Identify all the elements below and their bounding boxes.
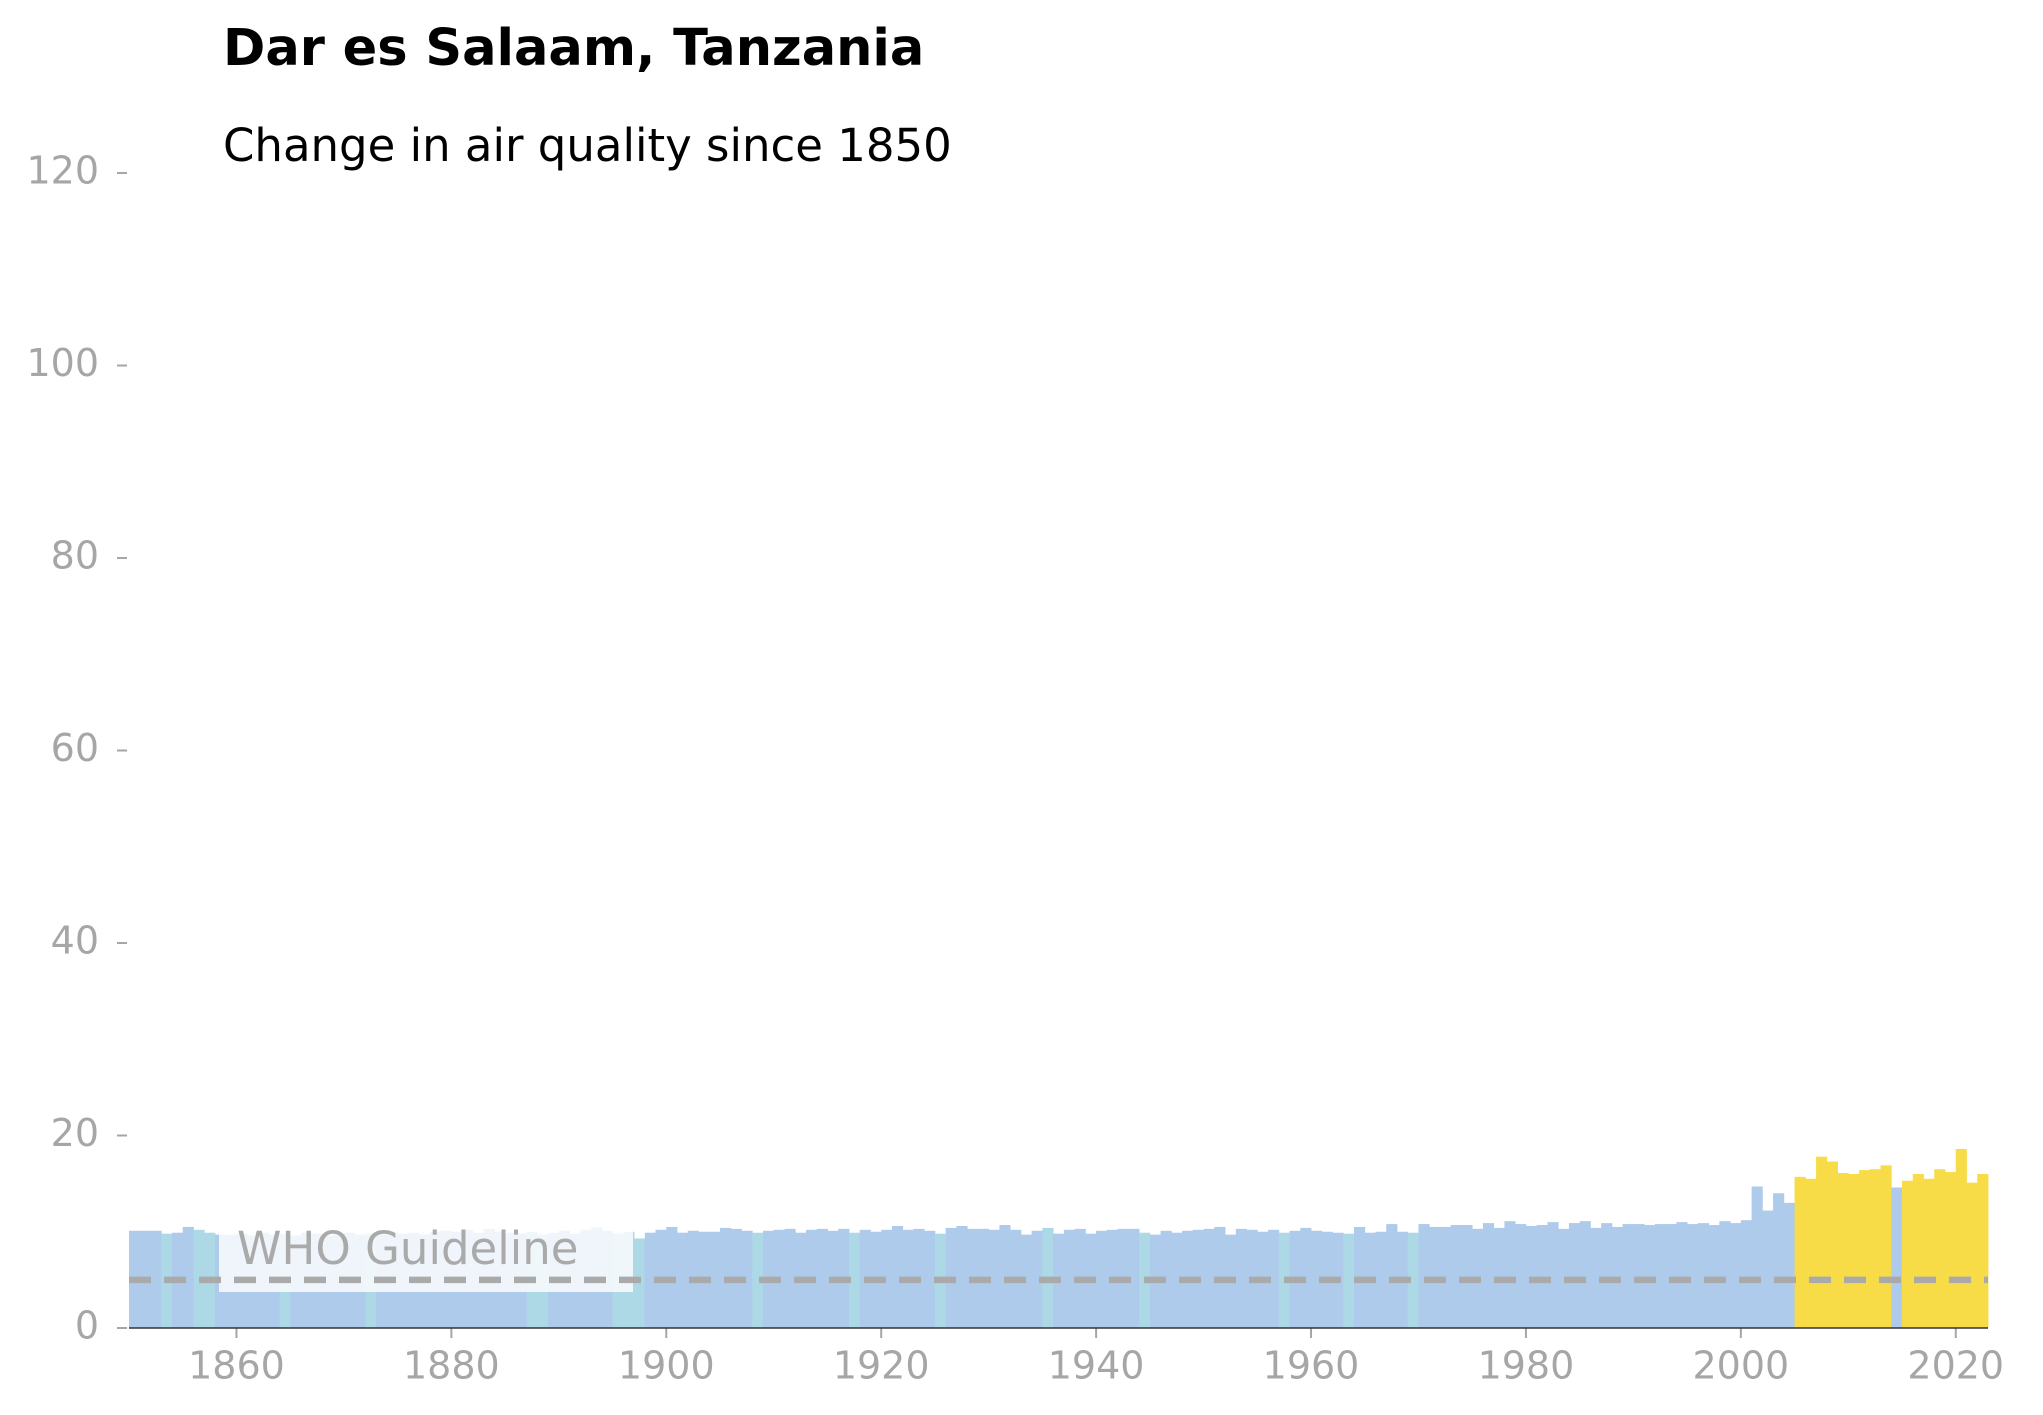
bar: [1375, 1231, 1387, 1328]
y-tick-label: 100: [26, 341, 99, 385]
bar: [1579, 1221, 1591, 1328]
bar: [1740, 1220, 1752, 1328]
bar: [1504, 1221, 1516, 1328]
bar: [1063, 1229, 1076, 1328]
y-tick-label: 120: [26, 149, 99, 193]
bar: [1311, 1230, 1323, 1328]
y-tick-label: 60: [51, 726, 99, 770]
bar: [1837, 1173, 1849, 1328]
bar: [956, 1225, 968, 1328]
bar: [1171, 1232, 1183, 1328]
bar: [1751, 1186, 1763, 1328]
x-tick-label: 2020: [1907, 1344, 2004, 1388]
bar: [677, 1232, 689, 1328]
y-tick-label: 0: [75, 1304, 99, 1348]
bar: [752, 1232, 764, 1328]
bar: [1826, 1161, 1838, 1328]
bar: [1407, 1232, 1419, 1328]
bar: [1096, 1230, 1108, 1328]
bar: [1590, 1227, 1602, 1328]
bar: [1268, 1229, 1280, 1328]
chart-title: Dar es Salaam, Tanzania: [223, 19, 924, 78]
bar: [644, 1232, 656, 1328]
chart-subtitle: Change in air quality since 1850: [223, 119, 952, 172]
bar: [1719, 1221, 1731, 1328]
bar: [182, 1226, 194, 1328]
bar: [1816, 1156, 1828, 1328]
bar: [784, 1228, 796, 1328]
bar: [1902, 1180, 1914, 1328]
bar: [891, 1225, 904, 1328]
bar: [1568, 1223, 1581, 1328]
bar: [1805, 1178, 1817, 1328]
bar: [1418, 1224, 1430, 1328]
x-tick-label: 1960: [1263, 1344, 1360, 1388]
bar: [1644, 1225, 1656, 1328]
bar: [1020, 1234, 1033, 1328]
x-tick-label: 1860: [188, 1344, 285, 1388]
bar: [924, 1230, 936, 1328]
bar: [848, 1232, 861, 1328]
guideline-label: WHO Guideline: [237, 1222, 578, 1275]
bar: [1923, 1178, 1935, 1328]
bar: [1945, 1172, 1957, 1328]
bar: [1783, 1202, 1795, 1328]
bar: [1880, 1165, 1892, 1328]
bar: [1461, 1225, 1473, 1328]
bar: [1665, 1224, 1677, 1328]
bar: [1708, 1225, 1720, 1328]
bar: [1482, 1223, 1495, 1328]
bar: [1773, 1193, 1785, 1328]
bar: [1547, 1222, 1559, 1328]
bar: [816, 1228, 828, 1328]
bar: [1762, 1210, 1774, 1328]
bar: [1558, 1228, 1570, 1328]
x-tick-label: 1940: [1048, 1344, 1145, 1388]
bar: [881, 1229, 893, 1328]
bar: [1343, 1233, 1355, 1328]
y-tick-label: 20: [51, 1111, 99, 1155]
bar: [1128, 1228, 1140, 1328]
bar: [1730, 1223, 1742, 1328]
bar: [150, 1230, 162, 1328]
bar: [1794, 1176, 1806, 1328]
bar: [1869, 1169, 1881, 1328]
bar: [1977, 1174, 1989, 1328]
bar: [1536, 1225, 1548, 1328]
bar: [1966, 1182, 1978, 1328]
bar: [1955, 1148, 1967, 1328]
bar: [1848, 1174, 1860, 1328]
bar: [1235, 1228, 1247, 1328]
bar: [1934, 1169, 1946, 1328]
bar: [1450, 1225, 1462, 1328]
x-tick-label: 1880: [403, 1344, 500, 1388]
bar: [741, 1230, 753, 1328]
bar: [988, 1229, 1000, 1328]
bar: [1160, 1230, 1172, 1328]
bar: [1859, 1170, 1871, 1328]
x-tick-label: 1900: [618, 1344, 715, 1388]
bar: [1601, 1223, 1613, 1328]
bar: [1633, 1224, 1645, 1328]
y-tick-label: 80: [51, 534, 99, 578]
bar: [1515, 1224, 1527, 1328]
bar: [999, 1225, 1011, 1328]
bar: [1031, 1230, 1043, 1328]
x-tick-label: 1920: [833, 1344, 930, 1388]
bar: [1386, 1224, 1398, 1328]
bar: [709, 1231, 721, 1328]
bar: [1203, 1228, 1215, 1328]
bar: [1912, 1174, 1924, 1328]
bar: [1654, 1224, 1667, 1328]
bar: [1676, 1222, 1688, 1328]
bar: [634, 1238, 646, 1328]
bar: [1622, 1224, 1634, 1328]
y-tick-label: 40: [51, 919, 99, 963]
bar: [1697, 1223, 1710, 1328]
x-tick-label: 2000: [1692, 1344, 1789, 1388]
bar: [1891, 1187, 1903, 1328]
x-tick-label: 1980: [1478, 1344, 1575, 1388]
bar: [1687, 1224, 1699, 1328]
